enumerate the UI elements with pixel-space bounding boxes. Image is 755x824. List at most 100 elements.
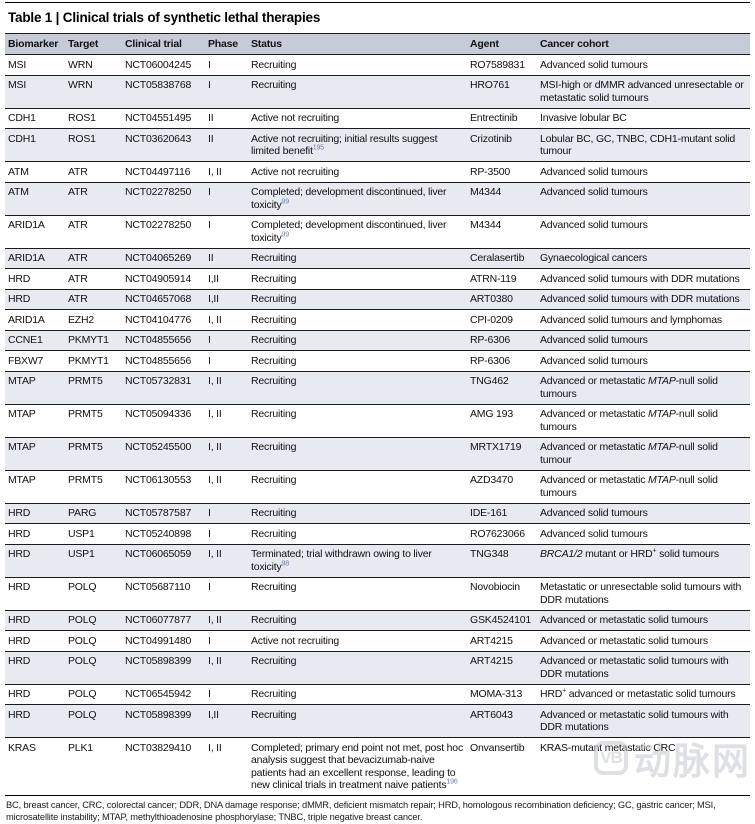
cell-cohort: Advanced solid tumours xyxy=(537,182,750,216)
cell-target: POLQ xyxy=(65,610,122,631)
cell-agent: RO7589831 xyxy=(467,54,537,76)
cell-status: Completed; development discontinued, liv… xyxy=(248,215,467,249)
cell-biomarker: ARID1A xyxy=(5,248,65,269)
cell-agent: Crizotinib xyxy=(467,128,537,162)
table-row: HRD POLQ NCT05898399 I, II Recruiting ART4215… xyxy=(5,651,750,685)
reference-superscript: 99 xyxy=(281,231,290,238)
cell-agent: TNG348 xyxy=(467,544,537,578)
cell-target: WRN xyxy=(65,75,122,109)
cell-cohort: Advanced or metastatic solid tumours wit… xyxy=(537,651,750,685)
cell-trial: NCT05687110 xyxy=(122,577,205,611)
cell-status: Completed; primary end point not met, po… xyxy=(248,737,467,796)
column-header-status: Status xyxy=(248,33,467,55)
table-row: HRD USP1 NCT05240898 I Recruiting RO7623066 Ad… xyxy=(5,523,750,545)
cell-target: POLQ xyxy=(65,684,122,705)
table-row: HRD USP1 NCT06065059 I, II Terminated; trial… xyxy=(5,544,750,578)
cell-target: PRMT5 xyxy=(65,470,122,504)
cell-biomarker: MSI xyxy=(5,54,65,76)
cell-cohort: Advanced solid tumours xyxy=(537,503,750,524)
cell-status: Recruiting xyxy=(248,470,467,504)
cell-phase: I, II xyxy=(205,371,248,405)
cell-trial: NCT06004245 xyxy=(122,54,205,76)
cell-trial: NCT05898399 xyxy=(122,704,205,738)
cell-biomarker: ARID1A xyxy=(5,215,65,249)
cell-cohort: Advanced solid tumours xyxy=(537,523,750,545)
cell-phase: I, II xyxy=(205,610,248,631)
cell-target: PRMT5 xyxy=(65,371,122,405)
cell-trial: NCT05240898 xyxy=(122,523,205,545)
cell-status: Recruiting xyxy=(248,651,467,685)
cell-agent: Entrectinib xyxy=(467,108,537,129)
cell-cohort: HRD+ advanced or metastatic solid tumour… xyxy=(537,684,750,705)
table-header: Biomarker Target Clinical trial Phase Status… xyxy=(5,33,750,55)
cell-phase: I, II xyxy=(205,161,248,183)
cell-target: USP1 xyxy=(65,523,122,545)
cell-phase: I, II xyxy=(205,544,248,578)
cell-cohort: Invasive lobular BC xyxy=(537,108,750,129)
cell-agent: AZD3470 xyxy=(467,470,537,504)
cell-trial: NCT04497116 xyxy=(122,161,205,183)
cell-trial: NCT02278250 xyxy=(122,182,205,216)
table-title: Table 1 | Clinical trials of synthetic l… xyxy=(8,10,321,25)
table-row: MSI WRN NCT06004245 I Recruiting RO7589831 Adv… xyxy=(5,54,750,76)
cell-trial: NCT06545942 xyxy=(122,684,205,705)
reference-superscript: 98 xyxy=(281,560,290,567)
table-row: MTAP PRMT5 NCT06130553 I, II Recruiting AZD34… xyxy=(5,470,750,504)
cell-phase: I xyxy=(205,577,248,611)
cell-trial: NCT03620643 xyxy=(122,128,205,162)
table-row: MTAP PRMT5 NCT05094336 I, II Recruiting AMG 1… xyxy=(5,404,750,438)
cell-biomarker: HRD xyxy=(5,577,65,611)
cell-status: Recruiting xyxy=(248,309,467,331)
cell-trial: NCT04905914 xyxy=(122,268,205,290)
cell-cohort: Advanced solid tumours and lymphomas xyxy=(537,309,750,331)
cell-cohort: Advanced or metastatic MTAP-null solid t… xyxy=(537,371,750,405)
table-row: ARID1A ATR NCT02278250 I Completed; developm… xyxy=(5,215,750,249)
cell-agent: MOMA-313 xyxy=(467,684,537,705)
table-row: KRAS PLK1 NCT03829410 I, II Completed; prima… xyxy=(5,737,750,796)
cell-agent: ART4215 xyxy=(467,651,537,685)
cell-phase: I xyxy=(205,523,248,545)
cell-cohort: Advanced solid tumours with DDR mutation… xyxy=(537,289,750,310)
cell-target: PRMT5 xyxy=(65,437,122,471)
cell-biomarker: CDH1 xyxy=(5,128,65,162)
cell-agent: RP-3500 xyxy=(467,161,537,183)
cell-biomarker: CDH1 xyxy=(5,108,65,129)
cell-target: POLQ xyxy=(65,630,122,652)
reference-superscript: 195 xyxy=(312,144,324,152)
cell-biomarker: ATM xyxy=(5,161,65,183)
cell-target: POLQ xyxy=(65,577,122,611)
cell-cohort: Advanced solid tumours xyxy=(537,161,750,183)
cell-biomarker: HRD xyxy=(5,268,65,290)
cell-trial: NCT04104776 xyxy=(122,309,205,331)
cell-cohort: Gynaecological cancers xyxy=(537,248,750,269)
cell-phase: I, II xyxy=(205,651,248,685)
cell-biomarker: KRAS xyxy=(5,737,65,796)
cell-biomarker: HRD xyxy=(5,523,65,545)
cell-biomarker: MTAP xyxy=(5,470,65,504)
cell-target: ATR xyxy=(65,248,122,269)
cell-cohort: Advanced or metastatic MTAP-null solid t… xyxy=(537,437,750,471)
cell-agent: ATRN-119 xyxy=(467,268,537,290)
cell-status: Recruiting xyxy=(248,523,467,545)
table-row: HRD PARG NCT05787587 I Recruiting IDE-161 Adva… xyxy=(5,503,750,524)
cell-trial: NCT06065059 xyxy=(122,544,205,578)
cell-phase: I,II xyxy=(205,268,248,290)
cell-status: Recruiting xyxy=(248,54,467,76)
cell-agent: Onvansertib xyxy=(467,737,537,796)
cell-target: POLQ xyxy=(65,651,122,685)
gene-name-italic: MTAP xyxy=(648,441,676,453)
clinical-trials-table: Biomarker Target Clinical trial Phase Status… xyxy=(5,33,750,796)
cell-agent: ART6043 xyxy=(467,704,537,738)
column-header-biomarker: Biomarker xyxy=(5,33,65,55)
table-footnote: BC, breast cancer, CRC, colorectal cance… xyxy=(6,800,716,822)
cell-status: Recruiting xyxy=(248,350,467,372)
cell-status: Recruiting xyxy=(248,610,467,631)
cell-trial: NCT05094336 xyxy=(122,404,205,438)
cell-agent: M4344 xyxy=(467,215,537,249)
table-row: HRD ATR NCT04905914 I,II Recruiting ATRN-119 A… xyxy=(5,268,750,290)
table-row: ARID1A EZH2 NCT04104776 I, II Recruiting CPI-… xyxy=(5,309,750,331)
table-row: ATM ATR NCT04497116 I, II Active not recruit… xyxy=(5,161,750,183)
cell-cohort: Advanced or metastatic MTAP-null solid t… xyxy=(537,470,750,504)
cell-biomarker: HRD xyxy=(5,630,65,652)
cell-target: POLQ xyxy=(65,704,122,738)
